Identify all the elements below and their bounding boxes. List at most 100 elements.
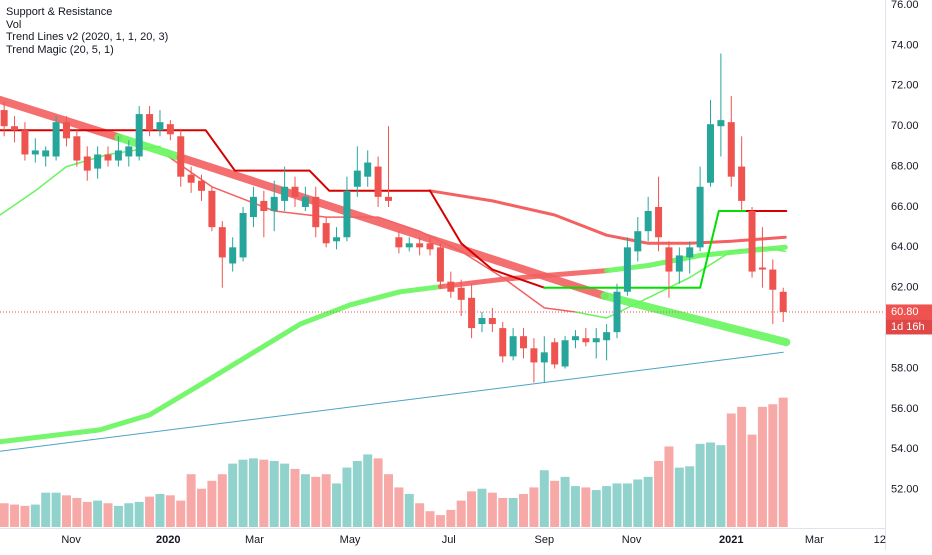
candle-body [603, 332, 611, 341]
candle-body [208, 190, 216, 228]
candle-body [364, 162, 372, 177]
volume-bar [425, 511, 435, 527]
candle-body [333, 237, 341, 242]
x-tick-label: Nov [61, 534, 81, 546]
volume-bar [269, 461, 279, 527]
volume-bar [61, 495, 71, 527]
volume-bar [30, 504, 40, 527]
candle-body [343, 190, 351, 238]
candle-body [447, 281, 455, 292]
x-tick-label: 2020 [156, 534, 180, 546]
volume-bar [290, 468, 300, 527]
candle-body [166, 124, 174, 135]
x-tick-label: May [340, 534, 361, 546]
volume-bar [415, 503, 425, 527]
candle-body [405, 243, 413, 248]
x-tick-label: Mar [805, 534, 824, 546]
volume-bar [519, 494, 529, 527]
candle-body [156, 122, 164, 131]
candle-body [655, 206, 663, 238]
candle-body [634, 231, 642, 252]
countdown-box [886, 319, 932, 335]
volume-bar [145, 496, 155, 527]
volume-bar [207, 480, 217, 527]
x-tick-label: 12 [874, 534, 886, 546]
candle-body [312, 196, 320, 228]
volume-bar [508, 497, 518, 527]
candle-body [426, 243, 434, 250]
volume-bar [705, 442, 715, 527]
volume-bar [155, 494, 165, 527]
y-tick-label: 62.00 [891, 282, 919, 294]
volume-bar [622, 483, 632, 527]
volume-bar [124, 503, 134, 527]
volume-bar [394, 487, 404, 527]
candle-body [520, 336, 528, 349]
candle-body [218, 227, 226, 258]
volume-bar [685, 466, 695, 527]
volume-bar [20, 505, 30, 527]
x-tick-label: 2021 [719, 534, 743, 546]
indicator-line [604, 244, 788, 274]
indicator-legend: Trend Lines v2 (2020, 1, 1, 20, 3) [6, 31, 168, 43]
candle-body [499, 328, 507, 357]
volume-bar [41, 492, 51, 527]
volume-bar [456, 500, 466, 527]
y-tick-label: 74.00 [891, 39, 919, 51]
volume-bar [165, 495, 175, 527]
volume-bar [539, 470, 549, 527]
x-tick-label: Jul [442, 534, 456, 546]
candle-body [83, 156, 91, 171]
volume-bar [570, 486, 580, 527]
candle-body [571, 336, 579, 341]
candle-body [62, 122, 70, 139]
candle-body [623, 247, 631, 292]
candle-body [270, 196, 278, 211]
x-tick-label: Mar [245, 534, 264, 546]
candle-body [52, 122, 60, 157]
indicator-legend: Vol [6, 19, 21, 31]
candle-body [468, 297, 476, 329]
volume-bar [404, 494, 414, 527]
volume-bar [529, 487, 539, 527]
candle-body [540, 352, 548, 363]
candle-body [42, 150, 50, 157]
candle-body [696, 186, 704, 248]
candle-body [260, 200, 268, 211]
volume-bar [581, 487, 591, 527]
candle-body [198, 180, 206, 191]
volume-bar [487, 492, 497, 527]
volume-bar [373, 458, 383, 527]
indicator-line [0, 129, 546, 289]
candle-body [0, 110, 8, 127]
y-tick-label: 70.00 [891, 120, 919, 132]
indicator-line [167, 155, 577, 313]
candle-body [104, 154, 112, 161]
candle-body [374, 166, 382, 197]
indicator-line [600, 291, 791, 347]
candle-body [146, 114, 154, 131]
candle-body [644, 210, 652, 232]
y-tick-label: 76.00 [891, 0, 919, 11]
candle-body [239, 213, 247, 258]
volume-bar [778, 397, 788, 527]
candle-body [717, 120, 725, 127]
indicator-line [543, 210, 748, 289]
volume-bar [10, 504, 20, 527]
y-tick-label: 64.00 [891, 241, 919, 253]
candle-body [478, 318, 486, 325]
y-tick-label: 66.00 [891, 201, 919, 213]
volume-bar [217, 474, 227, 527]
volume-bar [93, 500, 103, 527]
volume-bar [82, 501, 92, 527]
candle-body [416, 243, 424, 248]
volume-bar [612, 483, 622, 527]
candle-body [613, 291, 621, 333]
candle-body [73, 136, 81, 161]
volume-bar [477, 488, 487, 527]
volume-bar [654, 461, 664, 527]
volume-bar [352, 461, 362, 527]
indicator-legend: Trend Magic (20, 5, 1) [6, 44, 114, 56]
volume-bar [768, 404, 778, 527]
candle-body [135, 114, 143, 157]
